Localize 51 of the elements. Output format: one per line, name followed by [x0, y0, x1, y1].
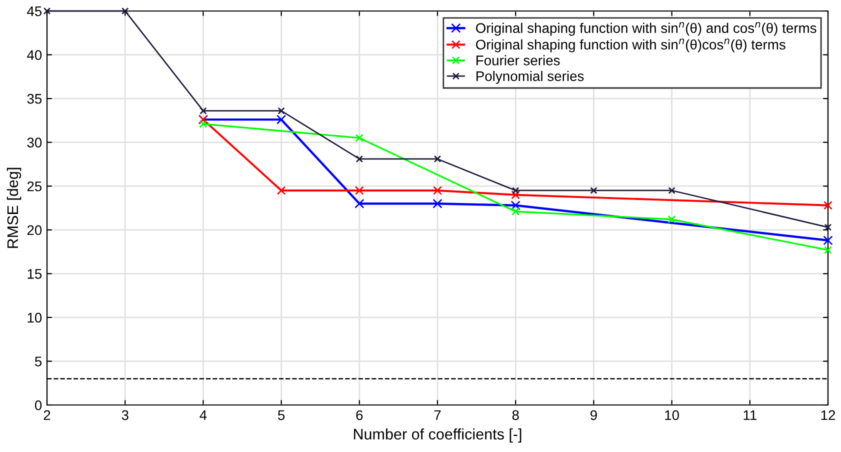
point	[512, 207, 520, 216]
legend-label: Fourier series	[476, 55, 560, 66]
point	[434, 155, 442, 163]
point	[824, 246, 832, 254]
point	[433, 186, 442, 195]
x-tick-label: 9	[590, 410, 597, 420]
y-tick-label: 0	[34, 400, 42, 410]
point	[276, 114, 286, 124]
x-tick-label: 6	[356, 410, 363, 420]
y-tick-label: 30	[27, 138, 42, 148]
x-tick-label: 2	[44, 410, 50, 420]
point	[668, 186, 676, 194]
y-tick-label: 35	[27, 94, 42, 104]
x-tick-label: 12	[821, 410, 836, 420]
point	[824, 200, 832, 210]
point	[824, 224, 832, 231]
point	[199, 120, 208, 128]
point	[510, 200, 520, 210]
x-axis-title: Number of coefficients [-]	[354, 428, 522, 443]
y-tick-label: 20	[27, 225, 42, 236]
y-axis-title: RMSE [deg]	[6, 168, 22, 248]
y-tick-label: 25	[27, 181, 42, 192]
x-tick-label: 11	[744, 410, 756, 420]
point	[354, 198, 364, 208]
legend-label: Original shaping function with sin$^{n}$(θ) and cos$^{n}$(θ) terms	[476, 22, 816, 36]
point	[512, 186, 520, 194]
point	[121, 7, 129, 15]
x-tick-label: 8	[512, 410, 519, 420]
point	[668, 215, 676, 224]
legend-label: Polynomial series	[476, 70, 584, 84]
y-tick-label: 45	[27, 6, 42, 16]
x-tick-label: 5	[278, 410, 285, 420]
x-tick-label: 4	[200, 410, 207, 420]
point	[200, 107, 207, 114]
x-tick-label: 7	[434, 410, 441, 420]
point	[590, 186, 598, 194]
point	[354, 186, 364, 195]
x-tick-label: 10	[665, 410, 679, 420]
point	[823, 236, 833, 246]
point	[276, 186, 286, 195]
point	[511, 190, 520, 200]
y-tick-label: 5	[34, 356, 42, 366]
point	[432, 198, 442, 208]
point	[278, 107, 285, 114]
point	[355, 134, 364, 142]
x-tick-label: 3	[122, 410, 128, 420]
y-tick-label: 15	[28, 269, 42, 279]
y-tick-label: 40	[27, 50, 42, 60]
point	[356, 155, 364, 163]
legend-label: Original shaping function with sin$^{n}$(θ)cos$^{n}$(θ) terms	[476, 38, 786, 52]
y-tick-label: 10	[28, 312, 42, 323]
